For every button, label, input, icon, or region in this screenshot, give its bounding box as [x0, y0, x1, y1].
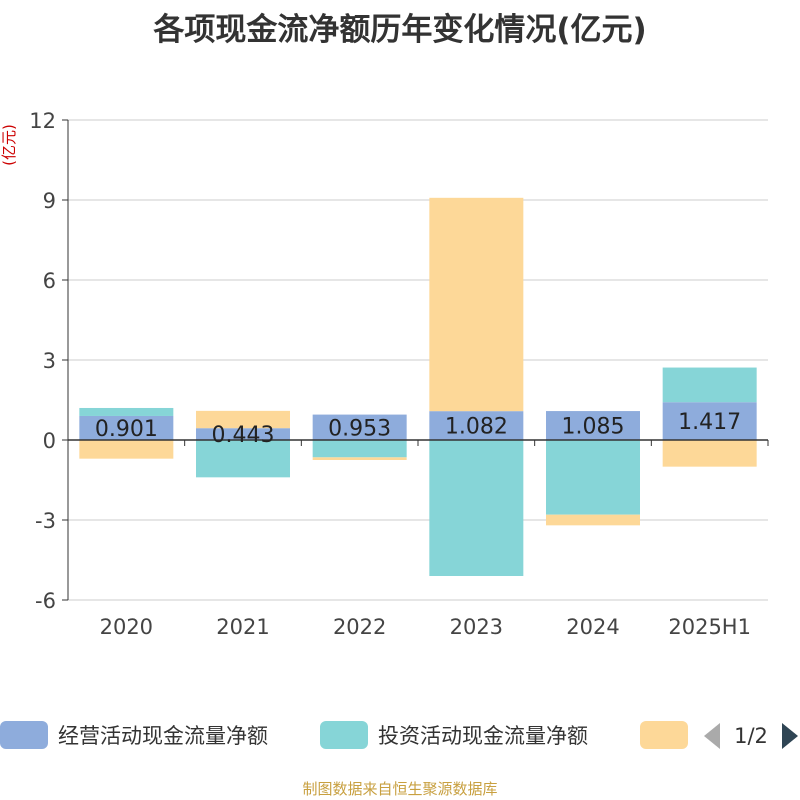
- x-tick-label: 2022: [333, 615, 386, 639]
- y-tick-label: 3: [43, 349, 56, 373]
- y-axis-title: (亿元): [0, 124, 18, 166]
- data-label-operating: 0.901: [95, 417, 158, 442]
- legend-page-indicator: 1/2: [734, 724, 768, 748]
- data-label-operating: 1.085: [562, 415, 625, 440]
- bar-series3-2023: [429, 197, 524, 412]
- y-tick-label: 12: [29, 109, 56, 133]
- y-tick-label: -3: [35, 509, 56, 533]
- y-tick-label: 6: [43, 269, 56, 293]
- bar-series2-2021: [196, 440, 290, 478]
- bar-series2-2020: [79, 407, 174, 416]
- legend-swatch-1: [0, 721, 48, 749]
- bar-series3-2022: [312, 457, 407, 460]
- y-tick-label: 9: [43, 189, 56, 213]
- legend-label-2: 投资活动现金流量净额: [378, 724, 588, 748]
- data-labels: 0.901 0.443 0.953 1.082 1.085 1.417: [95, 410, 741, 448]
- bar-series2-2025H1: [662, 367, 757, 403]
- bar-series1-2022: [312, 414, 407, 440]
- legend-swatch-3: [640, 721, 688, 749]
- bar-series3-2025H1: [662, 440, 757, 467]
- bar-series1-2025H1: [662, 402, 757, 440]
- bar-series1-2024: [546, 411, 640, 440]
- x-tick-label: 2021: [216, 615, 269, 639]
- x-tick-label: 2023: [450, 615, 503, 639]
- data-label-operating: 0.953: [328, 416, 391, 441]
- chart-title: 各项现金流净额历年变化情况(亿元): [153, 12, 647, 48]
- bar-series1-2020: [79, 415, 174, 440]
- grid-lines: [68, 119, 768, 601]
- bar-series2-2022: [312, 440, 407, 458]
- legend-swatch-2: [320, 721, 368, 749]
- bars: [79, 197, 757, 576]
- legend-next-page-icon[interactable]: [782, 723, 798, 749]
- bar-series2-2023: [429, 440, 524, 576]
- x-tick-label: 2020: [100, 615, 153, 639]
- legend: 经营活动现金流量净额 投资活动现金流量净额 1/2: [0, 721, 798, 749]
- bar-series1-2023: [429, 411, 524, 440]
- x-tick-label: 2025H1: [668, 615, 751, 639]
- bar-series1-2021: [196, 428, 290, 440]
- legend-label-1: 经营活动现金流量净额: [58, 724, 268, 748]
- data-source-credit: 制图数据来自恒生聚源数据库: [302, 780, 498, 798]
- x-tick-label: 2024: [566, 615, 619, 639]
- data-label-operating: 0.443: [212, 423, 275, 448]
- data-label-operating: 1.082: [445, 415, 508, 440]
- bar-series3-2021: [196, 410, 290, 429]
- legend-prev-page-icon[interactable]: [704, 723, 720, 749]
- y-tick-label: -6: [35, 589, 56, 613]
- data-label-operating: 1.417: [678, 410, 741, 435]
- axes: -6 -3 0 3 6 9 12 (亿元) 2020 2021 2022 2023 2024 2025H1: [0, 109, 769, 639]
- y-tick-label: 0: [43, 429, 56, 453]
- bar-series3-2024: [546, 514, 640, 526]
- bar-series3-2020: [79, 440, 174, 459]
- bar-series2-2024: [546, 440, 640, 515]
